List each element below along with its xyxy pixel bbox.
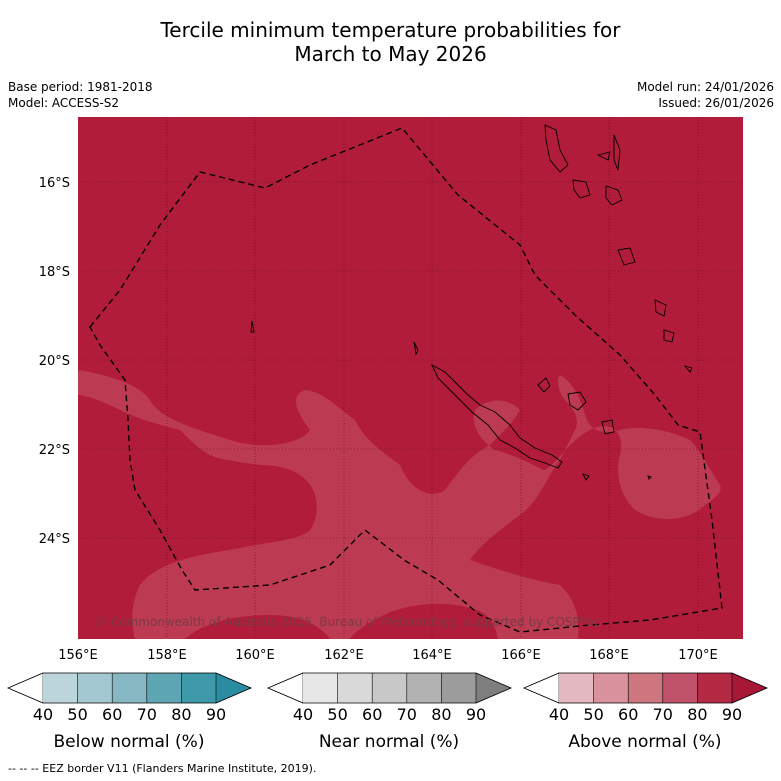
cb-below-seg-5 (181, 673, 216, 703)
belep-islands (413, 341, 419, 356)
cb-tick: 80 (431, 705, 451, 724)
vanuatu-epi (605, 185, 623, 206)
loyalty-island-2 (567, 391, 587, 411)
cb-above-seg-4 (662, 673, 698, 703)
cb-title: Near normal (%) (319, 732, 459, 752)
model-run: Model run: 24/01/2026 (636, 80, 774, 94)
model-name: Model: ACCESS-S2 (8, 96, 120, 110)
loyalty-island-1 (537, 377, 551, 393)
map-title: Tercile minimum temperature probabilitie… (0, 18, 781, 66)
vanuatu-ambae (596, 151, 611, 161)
meta-left: Base period: 1981-2018 Model: ACCESS-S2 (8, 79, 153, 111)
cb-below-seg-6 (215, 672, 252, 704)
lon-label: 168°E (589, 648, 629, 663)
cb-tick: 90 (206, 705, 226, 724)
vanuatu-malekula (572, 179, 591, 199)
matthew-island (647, 475, 652, 480)
cb-below-outline (7, 672, 252, 704)
lat-label: 18°S (39, 265, 70, 280)
cb-tick: 60 (618, 705, 638, 724)
lon-label: 166°E (501, 648, 541, 663)
cb-tick: 40 (549, 705, 569, 724)
cb-tick: 80 (687, 705, 707, 724)
cb-tick: 70 (137, 705, 157, 724)
colorbar-above-normal: 40 50 60 70 80 90 Above normal (%) (523, 672, 768, 752)
cb-above-seg-5 (697, 673, 732, 703)
lon-label: 170°E (678, 648, 718, 663)
new-caledonia-island (431, 363, 563, 469)
lat-label: 24°S (39, 532, 70, 547)
cb-below-seg-2 (77, 673, 113, 703)
lat-label: 22°S (39, 443, 70, 458)
longitude-labels: 156°E 158°E 160°E 162°E 164°E 166°E 168°… (58, 648, 718, 663)
cb-above-seg-3 (628, 673, 663, 703)
lon-label: 158°E (147, 648, 187, 663)
lat-label: 16°S (39, 176, 70, 191)
lon-label: 156°E (58, 648, 98, 663)
copyright-notice: © Commonwealth of Australia 2026, Bureau… (95, 615, 600, 629)
cb-tick: 90 (466, 705, 486, 724)
lon-label: 160°E (235, 648, 275, 663)
cb-below-seg-4 (146, 673, 182, 703)
cb-below-seg-0 (7, 672, 44, 704)
vanuatu-espiritu-santo (544, 124, 569, 173)
gridlines (78, 117, 743, 639)
cb-tick: 40 (293, 705, 313, 724)
vanuatu-pentecost (613, 134, 621, 171)
cb-near-seg-3 (372, 673, 407, 703)
cb-above-seg-2 (593, 673, 629, 703)
cb-below-seg-3 (112, 673, 147, 703)
cb-near-seg-4 (406, 673, 442, 703)
vanuatu-tanna (663, 329, 675, 343)
cb-tick: 50 (67, 705, 87, 724)
cb-near-outline (267, 672, 512, 704)
islands (250, 124, 693, 481)
title-line-2: March to May 2026 (294, 42, 487, 66)
vanuatu-erromango (654, 299, 667, 317)
chesterfield-reef (250, 320, 255, 333)
cb-tick: 70 (653, 705, 673, 724)
cb-tick: 50 (327, 705, 347, 724)
eez-footnote: -- -- -- EEZ border V11 (Flanders Marine… (8, 762, 317, 775)
cb-near-seg-5 (441, 673, 476, 703)
cb-above-seg-0 (523, 672, 560, 704)
cb-below-seg-1 (43, 673, 78, 703)
cb-near-seg-1 (303, 673, 338, 703)
cb-near-seg-2 (337, 673, 373, 703)
cb-tick: 40 (33, 705, 53, 724)
title-line-1: Tercile minimum temperature probabilitie… (160, 18, 621, 42)
lon-label: 162°E (324, 648, 364, 663)
vanuatu-aneityum (683, 365, 693, 373)
vanuatu-efate (617, 247, 636, 266)
issued-date: Issued: 26/01/2026 (658, 96, 774, 110)
cb-near-seg-0 (267, 672, 304, 704)
loyalty-island-3 (601, 419, 615, 435)
cb-title: Above normal (%) (568, 732, 721, 752)
cb-tick: 80 (171, 705, 191, 724)
cb-title: Below normal (%) (54, 732, 205, 752)
lat-label: 20°S (39, 354, 70, 369)
cb-tick: 60 (102, 705, 122, 724)
cb-tick: 60 (362, 705, 382, 724)
cb-above-outline (523, 672, 768, 704)
latitude-labels: 16°S 18°S 20°S 22°S 24°S (39, 176, 70, 547)
cb-above-seg-6 (731, 672, 768, 704)
cb-tick: 50 (583, 705, 603, 724)
lon-label: 164°E (412, 648, 452, 663)
colorbar-below-normal: 40 50 60 70 80 90 Below normal (%) (7, 672, 252, 752)
cb-near-seg-6 (475, 672, 512, 704)
cb-tick: 70 (397, 705, 417, 724)
map-panel[interactable]: © Commonwealth of Australia 2026, Bureau… (78, 117, 743, 639)
colorbar-near-normal: 40 50 60 70 80 90 Near normal (%) (267, 672, 512, 752)
isle-of-pines (582, 473, 590, 481)
lower-probability-zone (78, 370, 721, 639)
meta-right: Model run: 24/01/2026 Issued: 26/01/2026 (637, 79, 774, 111)
base-period: Base period: 1981-2018 (8, 80, 153, 94)
cb-tick: 90 (722, 705, 742, 724)
eez-border (89, 127, 723, 633)
cb-above-seg-1 (559, 673, 594, 703)
